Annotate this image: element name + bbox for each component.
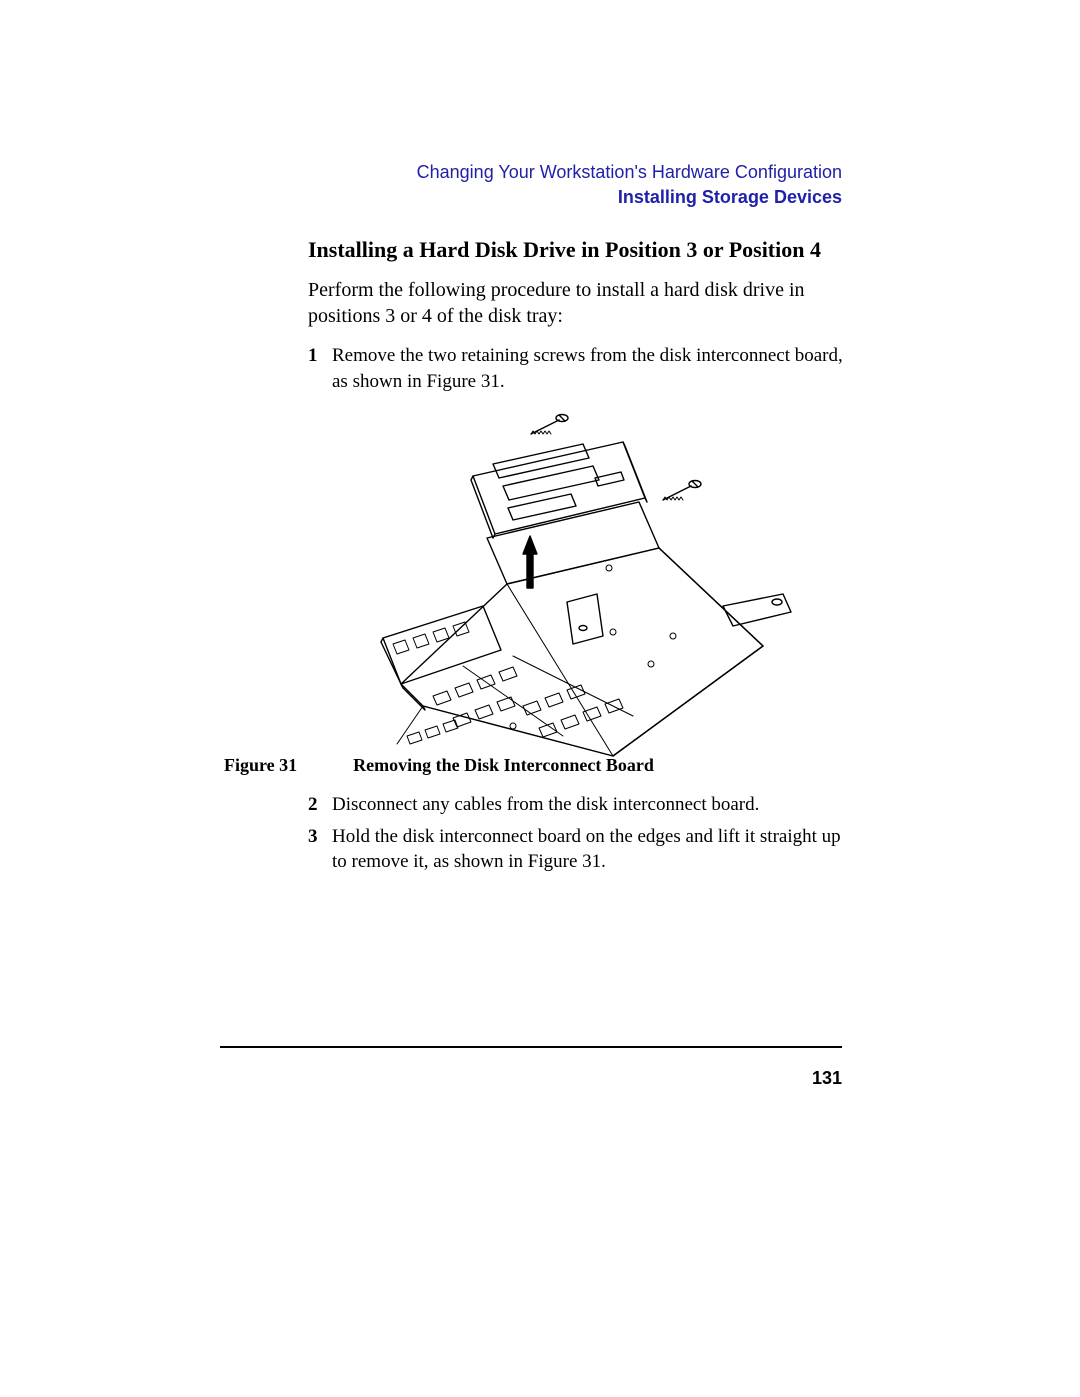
- step-text: Hold the disk interconnect board on the …: [332, 824, 848, 875]
- interconnect-board: [471, 442, 647, 538]
- step-text: Disconnect any cables from the disk inte…: [332, 792, 848, 818]
- figure-31-svg: [363, 406, 793, 776]
- figure-31: [308, 406, 848, 781]
- step-number: 1: [308, 343, 332, 394]
- figure-caption-text: Removing the Disk Interconnect Board: [353, 755, 654, 776]
- screw-right: [663, 481, 701, 501]
- disk-tray: [381, 502, 791, 776]
- header-section: Installing Storage Devices: [417, 187, 842, 208]
- page-number: 131: [812, 1068, 842, 1089]
- figure-label: Figure 31: [224, 755, 297, 776]
- step-list-bottom: 2Disconnect any cables from the disk int…: [308, 792, 848, 881]
- step: 1Remove the two retaining screws from th…: [308, 343, 848, 394]
- step-number: 3: [308, 824, 332, 875]
- step-number: 2: [308, 792, 332, 818]
- page-header: Changing Your Workstation's Hardware Con…: [417, 162, 842, 208]
- header-chapter: Changing Your Workstation's Hardware Con…: [417, 162, 842, 183]
- step-text: Remove the two retaining screws from the…: [332, 343, 848, 394]
- screw-top-left: [531, 415, 568, 435]
- page: Changing Your Workstation's Hardware Con…: [0, 0, 1080, 1397]
- section-heading: Installing a Hard Disk Drive in Position…: [308, 237, 848, 263]
- intro-paragraph: Perform the following procedure to insta…: [308, 277, 848, 329]
- step-list-top: 1Remove the two retaining screws from th…: [308, 343, 848, 394]
- step: 2Disconnect any cables from the disk int…: [308, 792, 848, 818]
- main-content: Installing a Hard Disk Drive in Position…: [308, 237, 848, 793]
- figure-caption: Figure 31 Removing the Disk Interconnect…: [224, 755, 654, 776]
- footer-rule: [220, 1046, 842, 1048]
- step: 3Hold the disk interconnect board on the…: [308, 824, 848, 875]
